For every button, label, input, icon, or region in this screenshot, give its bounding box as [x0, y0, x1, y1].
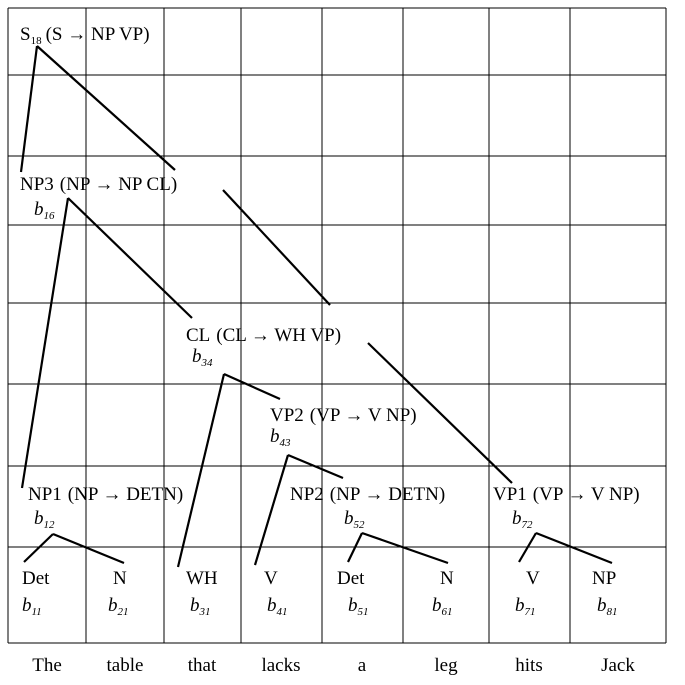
- svg-text:b71: b71: [515, 595, 536, 618]
- svg-text:b16: b16: [34, 199, 55, 222]
- svg-text:WH: WH: [186, 568, 218, 589]
- svg-text:b51: b51: [348, 595, 369, 618]
- leaf-det-5: Det b51: [337, 568, 369, 618]
- word-the: The: [32, 655, 62, 676]
- svg-text:Det: Det: [22, 568, 50, 589]
- svg-text:NP3(NP → NP CL): NP3 (NP → NP CL): [20, 174, 177, 195]
- svg-text:b34: b34: [192, 346, 213, 369]
- svg-text:N: N: [440, 568, 454, 589]
- svg-text:b52: b52: [344, 508, 365, 531]
- leaf-wh-3: WH b31: [186, 568, 218, 618]
- leaf-v-7: V b71: [515, 568, 540, 618]
- node-np3: NP3 (NP → NP CL) b16: [20, 174, 177, 222]
- svg-text:N: N: [113, 568, 127, 589]
- svg-text:b31: b31: [190, 595, 211, 618]
- svg-text:CL(CL → WH VP): CL (CL → WH VP): [186, 325, 341, 346]
- tree-edges: [19, 45, 613, 568]
- svg-text:NP1(NP → DETN): NP1 (NP → DETN): [28, 484, 183, 505]
- svg-text:b72: b72: [512, 508, 533, 531]
- leaf-n-2: N b21: [108, 568, 129, 618]
- svg-text:S18(S → NP VP): S18 (S → NP VP): [20, 24, 150, 47]
- svg-text:b61: b61: [432, 595, 453, 618]
- svg-text:V: V: [264, 568, 278, 589]
- svg-text:Det: Det: [337, 568, 365, 589]
- svg-text:NP: NP: [592, 568, 616, 589]
- chart-grid: [7, 7, 667, 644]
- sentence-words: The table that lacks a leg hits Jack: [32, 655, 635, 676]
- leaf-det-1: Det b11: [22, 568, 50, 618]
- svg-text:VP2(VP → V NP): VP2 (VP → V NP): [270, 405, 417, 426]
- word-a: a: [358, 655, 367, 676]
- word-jack: Jack: [601, 655, 635, 676]
- leaf-np-8: NP b81: [592, 568, 618, 618]
- word-leg: leg: [434, 655, 458, 676]
- node-np2: NP2 (NP → DETN) b52: [290, 484, 445, 531]
- word-that: that: [188, 655, 217, 676]
- word-hits: hits: [515, 655, 542, 676]
- leaf-v-4: V b41: [264, 568, 288, 618]
- leaf-n-6: N b61: [432, 568, 454, 618]
- node-cl: CL (CL → WH VP) b34: [186, 325, 341, 369]
- svg-text:b12: b12: [34, 508, 55, 531]
- svg-text:NP2(NP → DETN): NP2 (NP → DETN): [290, 484, 445, 505]
- word-lacks: lacks: [261, 655, 300, 676]
- svg-text:b21: b21: [108, 595, 129, 618]
- svg-text:b41: b41: [267, 595, 288, 618]
- svg-text:b81: b81: [597, 595, 618, 618]
- svg-text:b11: b11: [22, 595, 42, 618]
- svg-text:b43: b43: [270, 426, 291, 449]
- svg-text:VP1(VP → V NP): VP1 (VP → V NP): [493, 484, 640, 505]
- node-np1: NP1 (NP → DETN) b12: [28, 484, 183, 531]
- node-s: S18 (S → NP VP): [20, 24, 150, 47]
- svg-text:V: V: [526, 568, 540, 589]
- node-vp2: VP2 (VP → V NP) b43: [270, 405, 417, 449]
- node-vp1: VP1 (VP → V NP) b72: [493, 484, 640, 531]
- word-table: table: [107, 655, 144, 676]
